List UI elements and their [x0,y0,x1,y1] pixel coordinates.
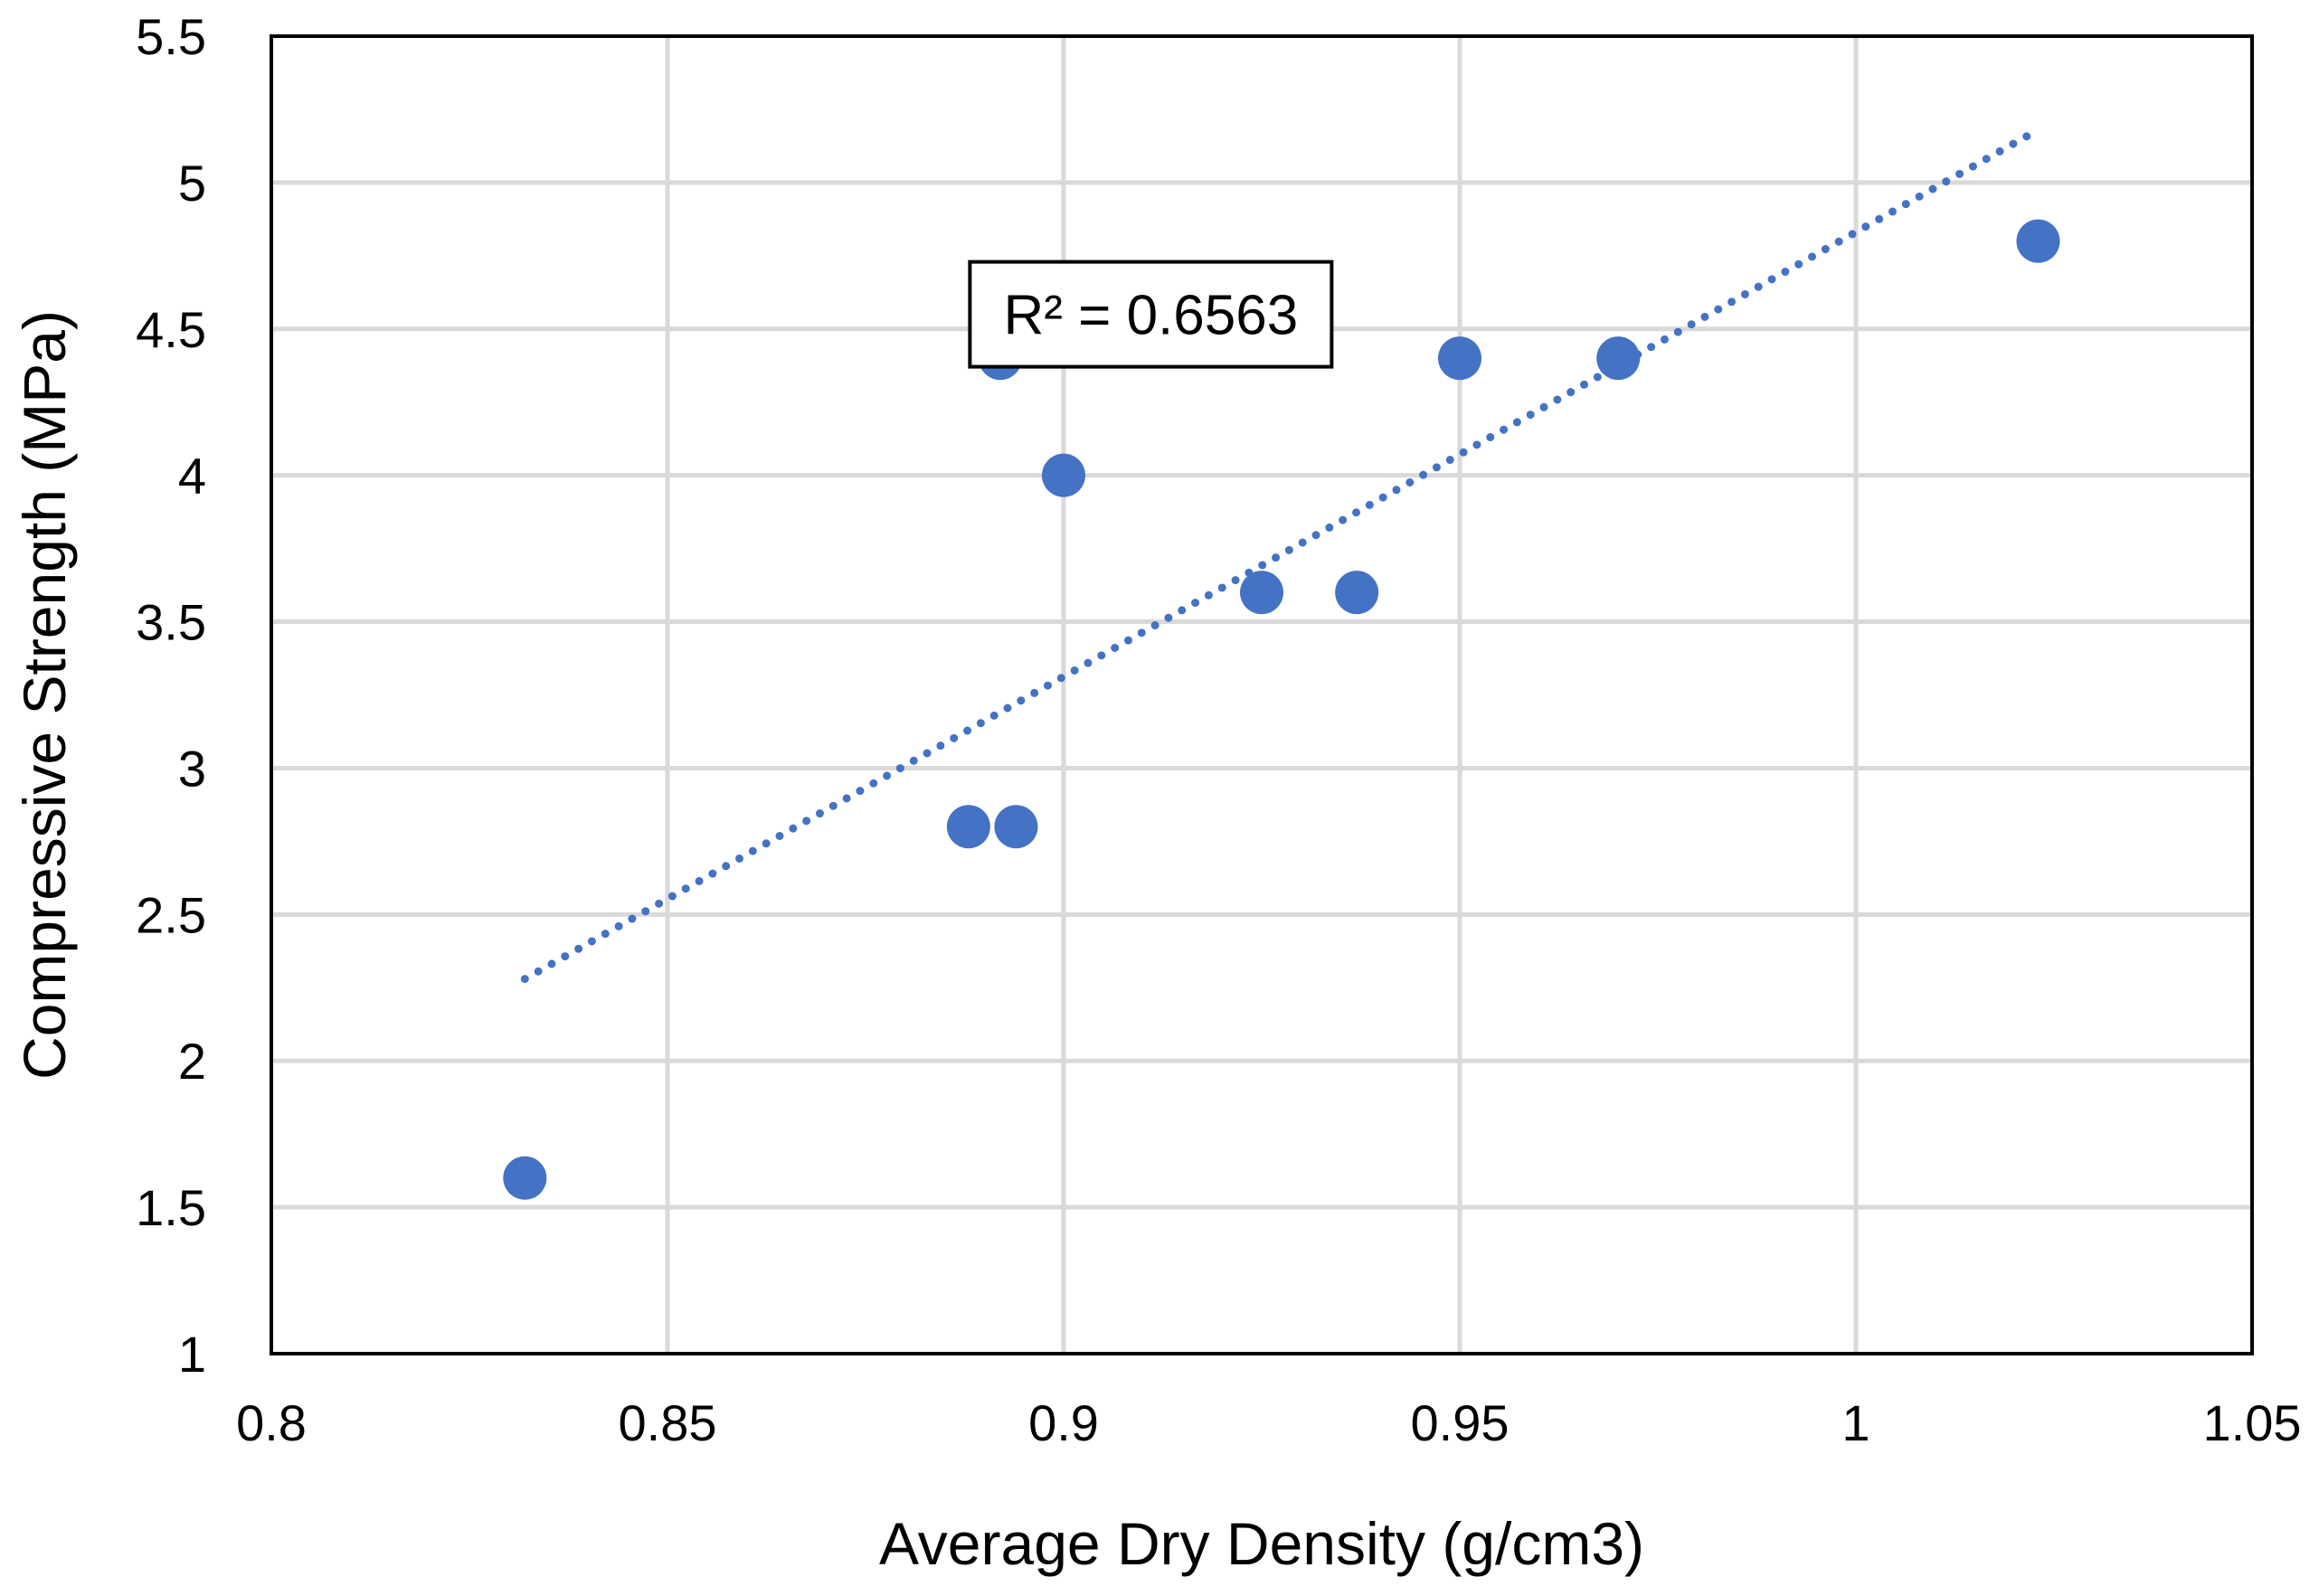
y-tick-label: 5.5 [136,8,206,65]
data-point [503,1156,547,1200]
data-point [1335,571,1379,615]
gridlines [271,36,2252,1354]
y-tick-label: 1.5 [136,1179,206,1236]
trendline-layer [520,126,2042,984]
r-squared-box [968,260,1334,369]
x-tick-label: 1.05 [2203,1394,2302,1451]
x-tick-label: 0.95 [1411,1394,1510,1451]
plot-area-border [270,34,2254,1355]
r-squared-label: R² = 0.6563 [1004,285,1299,347]
y-axis-title: Compressive Strength (MPa) [11,310,78,1080]
y-axis-tick-labels: 1 1.5 2 2.5 3 3.5 4 4.5 5 5.5 [136,8,206,1383]
x-tick-label: 1 [1841,1394,1869,1451]
x-axis-tick-labels: 0.8 0.85 0.9 0.95 1 1.05 [236,1394,2301,1451]
y-tick-label: 2.5 [136,886,206,943]
trendline [520,126,2042,984]
data-point [1438,336,1481,381]
data-point [1596,336,1641,381]
y-tick-label: 1 [178,1326,206,1383]
data-point [946,805,990,849]
y-tick-label: 3 [178,740,206,797]
x-tick-label: 0.85 [619,1394,717,1451]
data-point [2016,219,2060,263]
y-tick-label: 4 [178,448,206,505]
y-tick-label: 2 [178,1033,206,1090]
x-tick-label: 0.8 [236,1394,307,1451]
data-point [994,805,1038,849]
data-point [1240,571,1283,615]
y-tick-label: 3.5 [136,594,206,651]
annotation-layer: R² = 0.6563 [968,260,1334,369]
x-axis-title: Average Dry Density (g/cm3) [879,1510,1644,1577]
y-tick-label: 4.5 [136,301,206,358]
y-tick-label: 5 [178,155,206,212]
data-point [1042,453,1085,497]
x-tick-label: 0.9 [1028,1394,1099,1451]
